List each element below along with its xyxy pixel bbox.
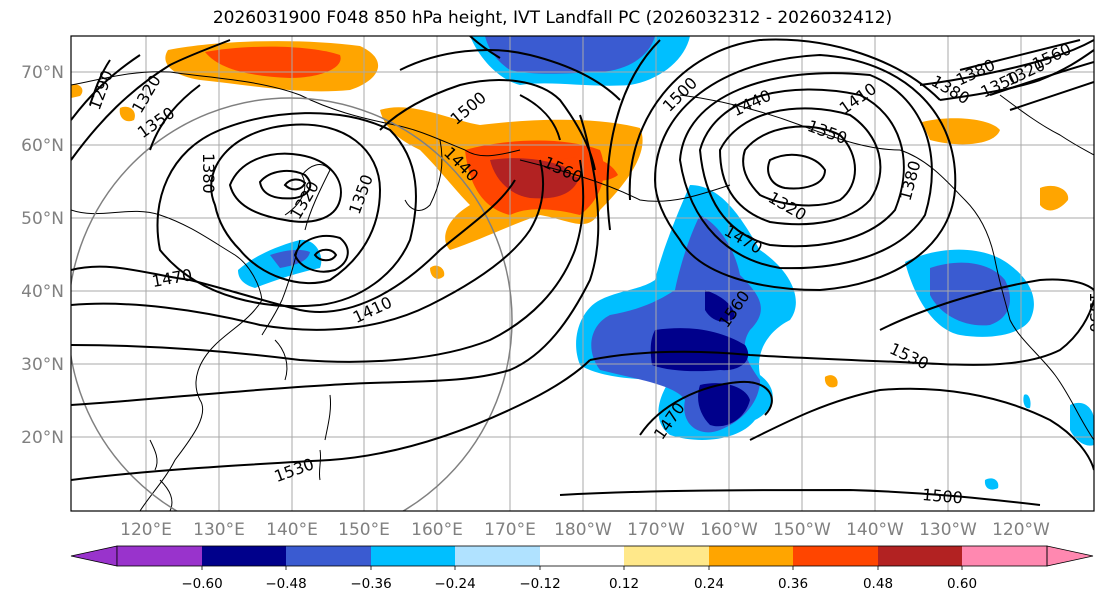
colorbar-tick-label: −0.36 <box>350 576 391 592</box>
lon-label: 130°E <box>193 520 245 540</box>
colorbar-segment <box>202 546 286 566</box>
lon-label: 170°E <box>484 520 536 540</box>
colorbar-tick-label: 0.12 <box>609 576 639 592</box>
lat-label: 20°N <box>21 428 64 448</box>
contour-label: 1500 <box>921 485 963 507</box>
colorbar: −0.60 −0.48 −0.36 −0.24 −0.12 0.12 0.24 … <box>70 545 1094 592</box>
negative-shading <box>238 36 1094 490</box>
lon-label: 180°W <box>554 520 612 540</box>
lat-label: 50°N <box>21 209 64 229</box>
lon-label: 120°W <box>992 520 1050 540</box>
colorbar-tick-label: 0.60 <box>947 576 977 592</box>
lon-label: 170°W <box>627 520 685 540</box>
colorbar-tick-label: 0.36 <box>778 576 808 592</box>
colorbar-segment <box>624 546 709 566</box>
contour-label: 1530 <box>1086 292 1105 333</box>
colorbar-segment <box>540 546 624 566</box>
lon-label: 130°W <box>919 520 977 540</box>
lat-label: 60°N <box>21 136 64 156</box>
lat-label: 70°N <box>21 63 64 83</box>
colorbar-tick-label: −0.12 <box>519 576 560 592</box>
map-title: 2026031900 F048 850 hPa height, IVT Land… <box>212 8 893 28</box>
lat-label: 40°N <box>21 282 64 302</box>
lon-label: 150°W <box>773 520 831 540</box>
latitude-labels: 70°N 60°N 50°N 40°N 30°N 20°N <box>21 63 64 448</box>
lon-label: 120°E <box>120 520 172 540</box>
longitude-labels: 120°E 130°E 140°E 150°E 160°E 170°E 180°… <box>120 520 1050 540</box>
colorbar-segment <box>878 546 962 566</box>
colorbar-tick-label: −0.24 <box>434 576 475 592</box>
colorbar-extend-low <box>70 545 118 567</box>
colorbar-segment <box>709 546 793 566</box>
map-frame <box>70 35 1095 512</box>
colorbar-tick-label: 0.24 <box>694 576 724 592</box>
colorbar-segment <box>117 546 202 566</box>
colorbar-segment <box>371 546 455 566</box>
lon-label: 140°W <box>846 520 904 540</box>
lon-label: 160°W <box>700 520 758 540</box>
lon-label: 150°E <box>338 520 390 540</box>
colorbar-tick-label: 0.48 <box>863 576 893 592</box>
gridlines <box>71 36 1094 511</box>
lon-label: 160°E <box>411 520 463 540</box>
radius-circle <box>71 97 513 511</box>
colorbar-segment <box>793 546 878 566</box>
lat-label: 30°N <box>21 355 64 375</box>
height-contours <box>71 36 1094 506</box>
lon-label: 140°E <box>266 520 318 540</box>
colorbar-segment <box>455 546 540 566</box>
contour-label: 1380 <box>199 153 218 194</box>
colorbar-tick-label: −0.60 <box>181 576 222 592</box>
colorbar-segment <box>286 546 371 566</box>
colorbar-tick-label: −0.48 <box>265 576 306 592</box>
colorbar-segment <box>962 546 1047 566</box>
colorbar-extend-high <box>1046 545 1094 567</box>
